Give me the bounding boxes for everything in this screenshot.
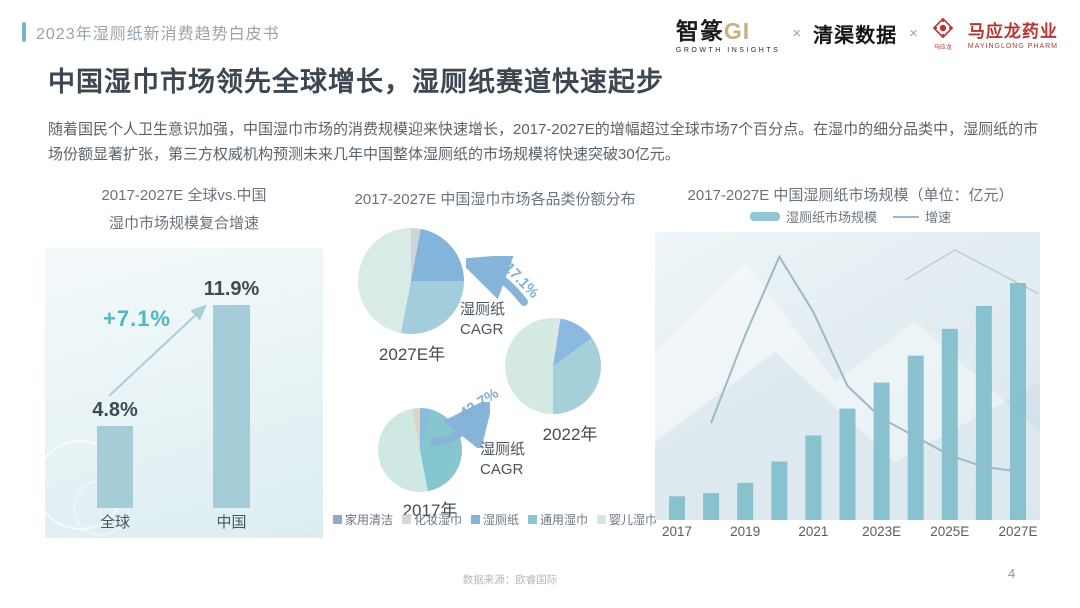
legend-swatch — [528, 515, 538, 524]
bar-2021 — [805, 435, 822, 520]
x-tick-2027E: 2027E — [998, 524, 1038, 539]
legend-item-家用清洁: 家用清洁 — [332, 511, 393, 528]
qingqu-logo: 清渠数据 — [813, 24, 898, 47]
market-size-chart — [655, 232, 1040, 520]
bar-2019 — [737, 482, 754, 520]
cagr-label-top: 湿厕纸 CAGR — [460, 301, 506, 338]
cross-separator: × — [909, 24, 918, 42]
mid-chart-title: 2017-2027E 中国湿巾市场各品类份额分布 — [354, 191, 636, 208]
legend-item-line: 增速 — [893, 207, 951, 226]
data-source: 数据来源：欧睿国际 — [462, 574, 558, 586]
zhizhuan-gi: GI — [723, 18, 751, 44]
pie-year-label: 2017年 — [402, 501, 458, 520]
bar-2025E — [941, 328, 958, 520]
pie-2022年 — [505, 318, 601, 414]
right-chart-legend: 湿厕纸市场规模 增速 — [658, 207, 1043, 226]
bar-2023E — [873, 382, 890, 520]
right-chart-title: 2017-2027E 中国湿厕纸市场规模（单位：亿元） — [687, 187, 1014, 204]
legend-swatch — [332, 515, 342, 524]
mayinglong-cn: 马应龙药业 — [967, 21, 1058, 41]
legend-swatch — [597, 515, 607, 524]
x-tick-2017: 2017 — [661, 524, 693, 539]
x-tick-2021: 2021 — [798, 524, 829, 539]
breadcrumb: 2023年湿厕纸新消费趋势白皮书 — [22, 20, 280, 44]
legend-label: 家用清洁 — [344, 513, 393, 527]
legend-bar-label: 湿厕纸市场规模 — [785, 210, 877, 225]
growth-arrow — [108, 304, 207, 397]
cagr-arrow-up-left — [466, 256, 528, 306]
legend-label: 化妆湿巾 — [413, 513, 462, 527]
bar-中国 — [213, 305, 250, 508]
breadcrumb-text: 2023年湿厕纸新消费趋势白皮书 — [36, 26, 280, 43]
legend-item-通用湿巾: 通用湿巾 — [528, 511, 588, 528]
legend-swatch — [471, 515, 480, 524]
pie-2027E年 — [358, 228, 464, 334]
growth-rate-line — [710, 254, 1019, 473]
zhizhuan-subtitle: GROWTH INSIGHTS — [675, 47, 781, 54]
cross-separator: × — [792, 24, 802, 42]
bar-全球 — [97, 426, 133, 508]
pie-legend: 家用清洁 化妆湿巾 湿厕纸 通用湿巾 婴儿湿巾 — [332, 511, 657, 528]
bar-2018 — [703, 493, 720, 520]
legend-label: 通用湿巾 — [540, 513, 589, 527]
bar-value-label: 4.8% — [92, 399, 138, 421]
bar-category-label: 中国 — [216, 514, 247, 531]
pie-year-label: 2022年 — [542, 425, 598, 444]
mayinglong-en: MAYINGLONG PHARM — [967, 42, 1058, 50]
left-chart-title-line1: 2017-2027E 全球vs.中国 — [101, 187, 267, 204]
bar-swatch — [749, 212, 780, 221]
partner-logos: 智篆GI GROWTH INSIGHTS × 清渠数据 × 马应龙 马应龙药业 … — [676, 12, 1058, 54]
legend-label: 湿厕纸 — [483, 513, 520, 527]
page-title: 中国湿巾市场领先全球增长，湿厕纸赛道快速起步 — [48, 67, 664, 97]
x-tick-2025E: 2025E — [930, 524, 970, 539]
accent-bar — [22, 22, 26, 42]
left-chart-title: 2017-2027E 全球vs.中国 湿巾市场规模复合增速 — [45, 182, 323, 238]
bar-category-label: 全球 — [99, 514, 131, 531]
bar-chart-global-vs-china: +7.1% 4.8% 全球 11.9% 中国 — [35, 248, 323, 538]
bar-2020 — [771, 461, 788, 520]
x-tick-2023E: 2023E — [862, 524, 902, 539]
left-chart-title-line2: 湿巾市场规模复合增速 — [108, 214, 259, 232]
bar-2022 — [839, 408, 856, 520]
page-number: 4 — [1008, 566, 1016, 581]
bar-2017 — [669, 496, 685, 520]
legend-label: 婴儿湿巾 — [609, 513, 658, 527]
bar-2026E — [975, 305, 992, 520]
mayinglong-seal-icon: 马应龙 — [930, 15, 956, 51]
legend-swatch — [401, 515, 411, 524]
zhizhuan-cn: 智篆 — [675, 18, 724, 44]
legend-item-湿厕纸: 湿厕纸 — [471, 511, 519, 528]
pie-year-label: 2027E年 — [378, 345, 446, 364]
legend-item-化妆湿巾: 化妆湿巾 — [401, 511, 462, 528]
summary-paragraph: 随着国民个人卫生意识加强，中国湿巾市场的消费规模迎来快速增长，2017-2027… — [48, 121, 1039, 163]
mayinglong-logo: 马应龙药业 MAYINGLONG PHARM — [968, 17, 1058, 50]
legend-item-bars: 湿厕纸市场规模 — [749, 207, 877, 226]
delta-annotation: +7.1% — [103, 306, 171, 331]
seal-caption: 马应龙 — [933, 45, 952, 51]
legend-line-label: 增速 — [925, 210, 952, 225]
line-swatch — [893, 215, 919, 218]
x-tick-2019: 2019 — [730, 524, 761, 539]
bars-and-line — [669, 254, 1026, 520]
legend-item-婴儿湿巾: 婴儿湿巾 — [597, 511, 657, 528]
cagr-arrow-up-right — [430, 402, 490, 448]
zhizhuan-logo: 智篆GI GROWTH INSIGHTS — [676, 12, 780, 54]
bar-2027E — [1010, 283, 1026, 520]
bar-value-label: 11.9% — [203, 278, 260, 300]
cagr-label-bottom: 湿厕纸 CAGR — [480, 441, 526, 478]
